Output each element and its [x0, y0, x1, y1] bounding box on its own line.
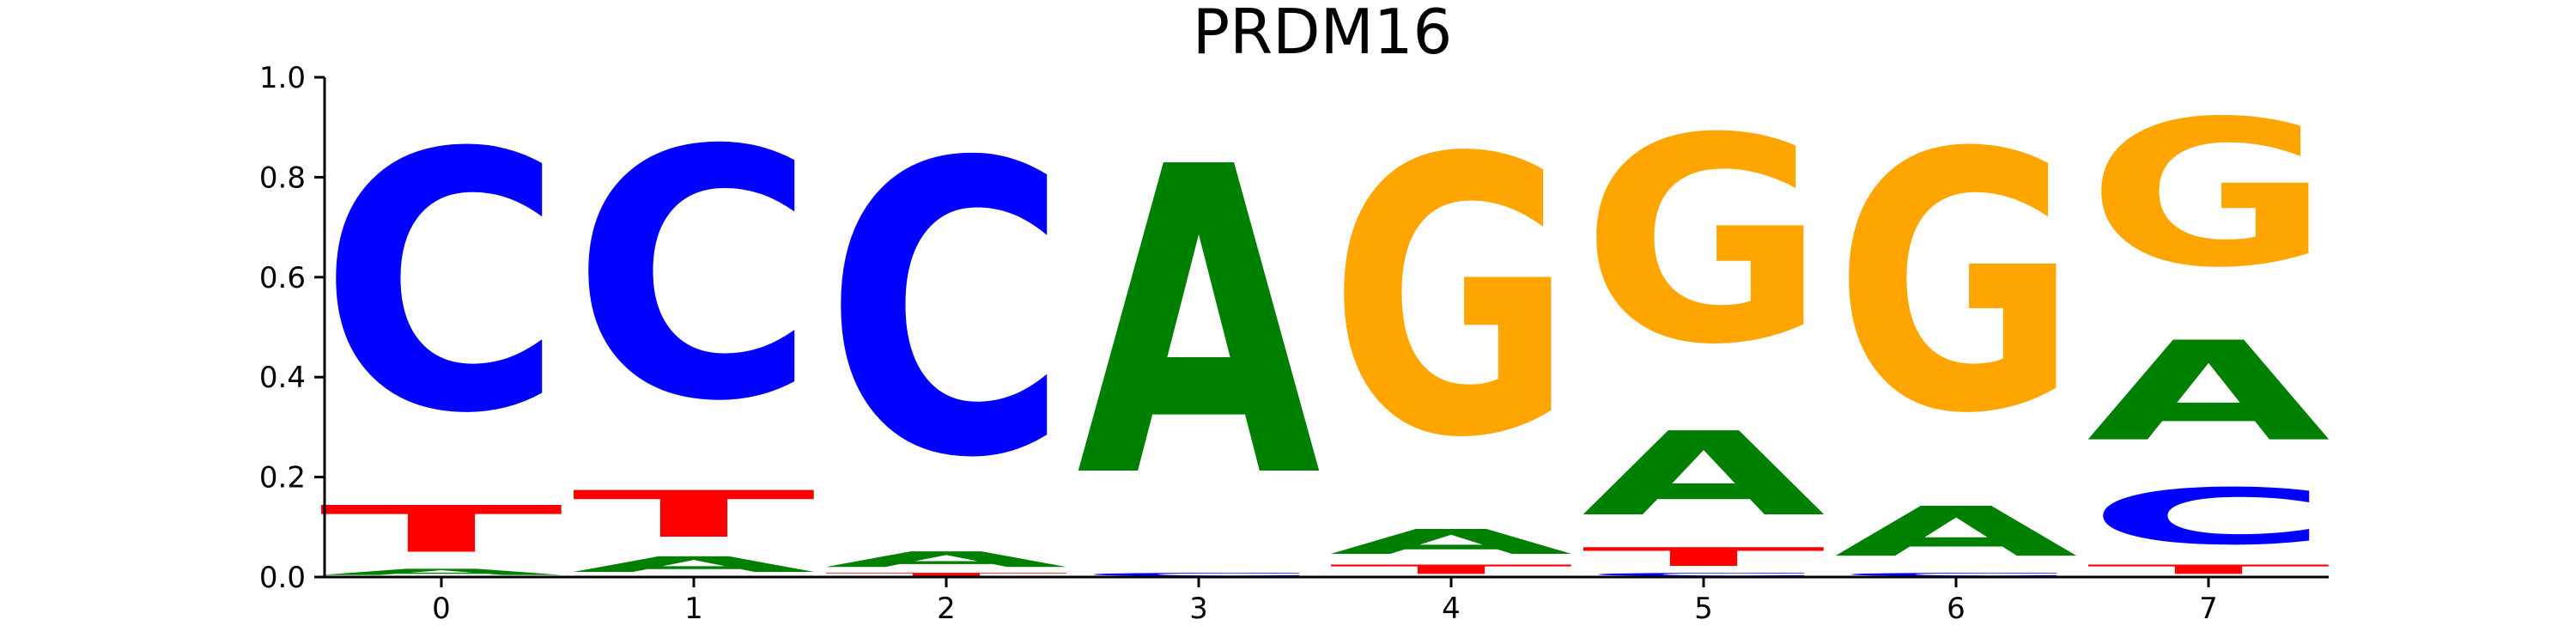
logo-letter-a: A — [572, 552, 818, 577]
logo-letter-a: A — [1329, 522, 1576, 562]
logo-letter-c: C — [2087, 472, 2330, 562]
logo-letter-c: C — [1077, 572, 1321, 577]
logo-letter-t: T — [1329, 562, 1575, 577]
x-tick-label: 0 — [432, 592, 451, 626]
logo-letter-a: A — [824, 547, 1071, 572]
x-tick-label: 2 — [937, 592, 956, 626]
logo-letter-c: C — [1582, 572, 1826, 577]
x-ticks: 0 1 2 3 4 5 6 7 — [432, 577, 2218, 626]
logo-letter-t: T — [572, 477, 817, 552]
logo-letter-c: C — [824, 79, 1068, 546]
y-tick-label: 0.4 — [259, 361, 306, 395]
logo-letter-c: C — [572, 78, 816, 476]
y-tick-label: 0.6 — [259, 261, 306, 295]
x-tick-label: 3 — [1189, 592, 1208, 626]
logo-letter-a: A — [319, 567, 566, 577]
x-tick-label: 4 — [1442, 592, 1461, 626]
logo-letter-g: G — [1582, 78, 1826, 407]
logo-letter-t: T — [824, 572, 1070, 577]
y-tick-label: 0.8 — [259, 161, 306, 195]
y-ticks: 0.0 0.2 0.4 0.6 0.8 1.0 — [259, 61, 325, 595]
logo-letter-t: T — [2087, 562, 2332, 577]
x-tick-label: 1 — [684, 592, 703, 626]
logo-letter-g: G — [2087, 77, 2330, 311]
logo-letter-t: T — [1582, 542, 1827, 572]
logo-letter-t: T — [319, 492, 565, 567]
logo-letter-c: C — [319, 79, 563, 491]
logo-letter-a: A — [1582, 408, 1828, 542]
x-tick-label: 6 — [1947, 592, 1965, 626]
x-tick-label: 7 — [2199, 592, 2218, 626]
logo-letter-g: G — [1834, 77, 2078, 490]
logo-letter-g: G — [1329, 78, 1573, 521]
logo-letter-a: A — [1834, 492, 2081, 572]
logo-letter-a: A — [1077, 79, 1323, 571]
x-tick-label: 5 — [1694, 592, 1713, 626]
logo-letter-c: C — [1834, 572, 2078, 577]
y-tick-label: 0.0 — [259, 561, 306, 595]
y-tick-label: 1.0 — [259, 61, 306, 95]
y-tick-label: 0.2 — [259, 461, 306, 495]
axes — [323, 77, 2329, 579]
logo-letter-a: A — [2087, 313, 2333, 471]
chart-title: PRDM16 — [1193, 0, 1453, 68]
